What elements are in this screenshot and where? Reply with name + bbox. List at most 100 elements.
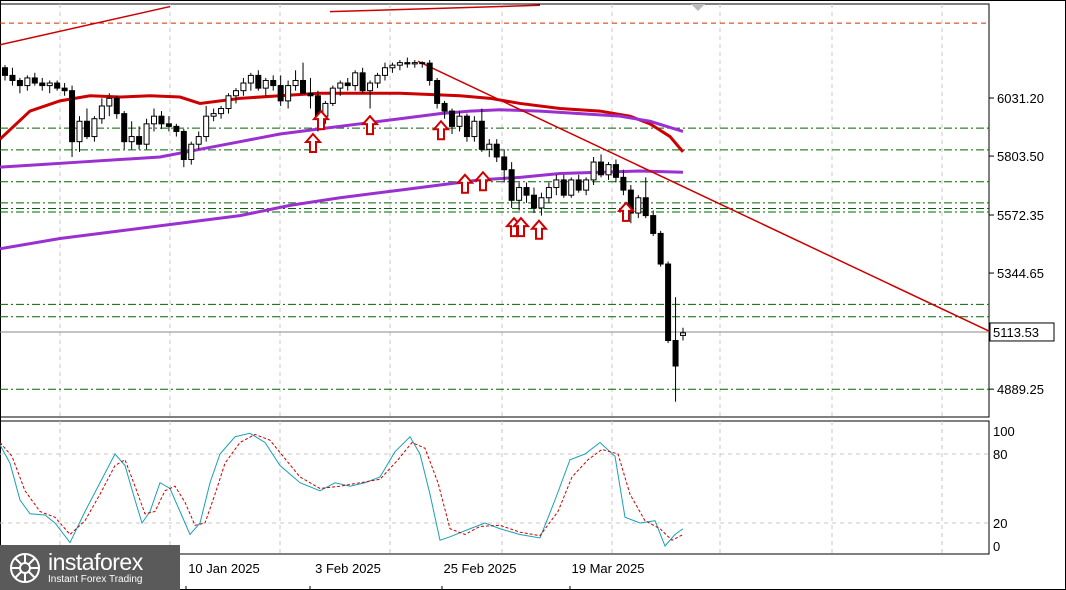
candle-body bbox=[575, 179, 582, 191]
price-axis-label: 5572.35 bbox=[997, 208, 1044, 223]
trend-line bbox=[329, 4, 541, 13]
price-panel-frame bbox=[0, 3, 990, 418]
candle-body bbox=[449, 110, 456, 127]
candle-body bbox=[650, 215, 657, 234]
candle-body bbox=[69, 90, 76, 143]
candle-body bbox=[106, 97, 113, 107]
candle-body bbox=[307, 92, 314, 97]
fractal-up-arrow bbox=[360, 114, 380, 136]
candle-body bbox=[665, 263, 672, 342]
price-axis-label: 5803.50 bbox=[997, 149, 1044, 164]
candle-body bbox=[471, 120, 478, 138]
date-axis-label: 19 Mar 2025 bbox=[572, 561, 645, 576]
candle-body bbox=[16, 79, 23, 87]
candle-body bbox=[419, 62, 426, 65]
candle-body bbox=[232, 90, 239, 97]
candle-body bbox=[188, 143, 195, 161]
instaforex-logo: instaforex Instant Forex Trading bbox=[0, 545, 180, 590]
candle-body bbox=[255, 74, 262, 89]
candle-body bbox=[203, 115, 210, 138]
logo-name: instaforex bbox=[48, 548, 143, 575]
candle-body bbox=[329, 87, 336, 104]
candle-body bbox=[642, 197, 649, 217]
candle-body bbox=[605, 164, 612, 176]
candle-body bbox=[434, 79, 441, 104]
candle-body bbox=[292, 79, 299, 87]
fractal-up-arrow bbox=[529, 219, 549, 240]
candle-body bbox=[374, 74, 381, 84]
candle-body bbox=[128, 136, 135, 143]
candle-body bbox=[538, 197, 545, 209]
fractal-up-arrow bbox=[511, 216, 531, 238]
trend-line bbox=[0, 5, 171, 46]
candle-body bbox=[76, 120, 83, 143]
fractal-up-arrow bbox=[473, 170, 493, 192]
candle-body bbox=[493, 143, 500, 158]
fractal-up-arrow bbox=[455, 173, 475, 194]
candle-body bbox=[270, 79, 277, 87]
candle-body bbox=[396, 62, 403, 66]
candle-body bbox=[456, 115, 463, 127]
date-axis-label: 10 Jan 2025 bbox=[188, 561, 260, 576]
stochastic-signal-line bbox=[0, 433, 684, 541]
oscillator-axis-label: 100 bbox=[993, 424, 1015, 439]
candle-body bbox=[143, 123, 150, 145]
candle-body bbox=[657, 232, 664, 265]
candle-body bbox=[277, 85, 284, 102]
date-axis-label: 25 Feb 2025 bbox=[443, 561, 516, 576]
candle-body bbox=[46, 82, 53, 87]
candle-body bbox=[210, 113, 217, 117]
candle-body bbox=[359, 72, 366, 92]
candle-body bbox=[61, 87, 68, 92]
candle-body bbox=[486, 143, 493, 150]
candle-body bbox=[501, 156, 508, 171]
candle-body bbox=[121, 113, 128, 143]
date-axis-label: 3 Feb 2025 bbox=[315, 561, 381, 576]
oscillator-panel-frame bbox=[0, 420, 990, 555]
candle-body bbox=[24, 77, 31, 87]
candle-body bbox=[635, 197, 642, 214]
candle-body bbox=[54, 82, 61, 89]
candle-body bbox=[523, 187, 530, 196]
candle-body bbox=[516, 187, 523, 201]
fractal-up-arrow bbox=[431, 119, 451, 141]
candle-body bbox=[530, 194, 537, 209]
candle-body bbox=[113, 97, 120, 115]
fractal-up-arrow bbox=[303, 132, 323, 154]
candle-body bbox=[426, 62, 433, 81]
candle-body bbox=[83, 120, 90, 138]
current-price-label: 5113.53 bbox=[993, 325, 1039, 340]
oscillator-axis-label: 0 bbox=[993, 539, 1000, 554]
oscillator-axis-label: 80 bbox=[993, 447, 1007, 462]
candle-body bbox=[568, 179, 575, 196]
candle-body bbox=[590, 161, 597, 181]
candle-body bbox=[620, 176, 627, 191]
candle-body bbox=[300, 79, 307, 94]
price-axis-label: 4889.25 bbox=[997, 382, 1044, 397]
oscillator-axis-label: 20 bbox=[993, 516, 1007, 531]
candle-body bbox=[545, 187, 552, 199]
candle-body bbox=[195, 136, 202, 145]
candle-body bbox=[553, 179, 560, 189]
candle-body bbox=[478, 120, 485, 150]
candle-body bbox=[158, 115, 165, 125]
candle-body bbox=[367, 82, 374, 92]
candle-body bbox=[598, 161, 605, 176]
trend-line bbox=[417, 60, 991, 333]
candle-body bbox=[352, 72, 359, 87]
candle-body bbox=[389, 64, 396, 69]
candle-body bbox=[672, 340, 679, 367]
candle-body bbox=[31, 77, 38, 84]
price-axis-label: 5344.65 bbox=[997, 266, 1044, 281]
shift-marker-icon bbox=[691, 4, 705, 11]
candle-body bbox=[411, 62, 418, 65]
candle-body bbox=[165, 123, 172, 127]
candle-body bbox=[240, 82, 247, 92]
candle-body bbox=[91, 118, 98, 138]
fractal-up-arrow bbox=[311, 109, 331, 131]
candle-body bbox=[404, 62, 411, 65]
candle-body bbox=[262, 79, 269, 89]
candle-body bbox=[612, 164, 619, 178]
